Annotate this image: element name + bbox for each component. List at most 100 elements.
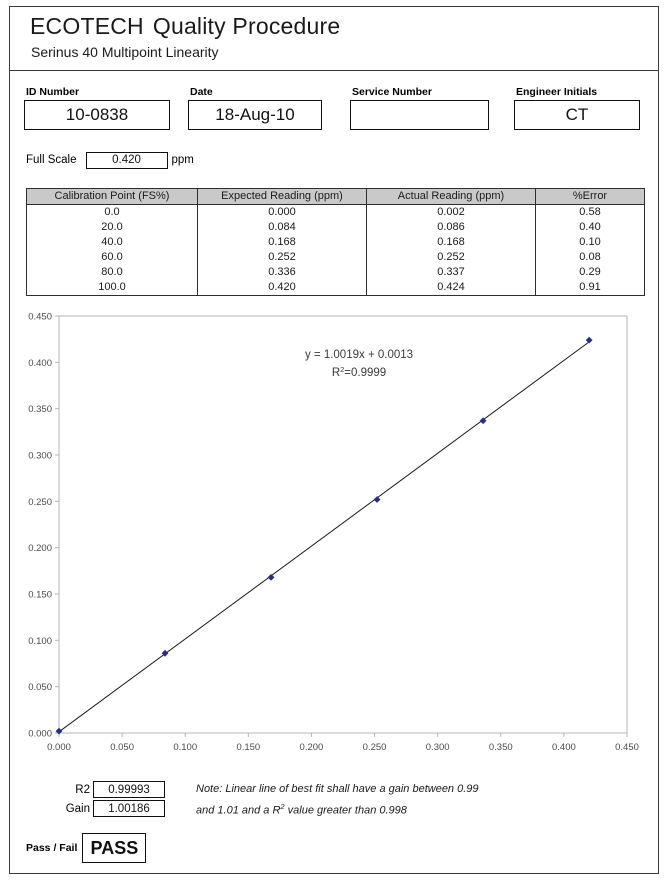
- x-tick-label: 0.450: [615, 742, 639, 753]
- y-tick-label: 0.050: [28, 682, 52, 693]
- service-number-input[interactable]: [350, 100, 489, 130]
- field-value: 18-Aug-10: [215, 105, 295, 124]
- pass-fail-status[interactable]: PASS: [82, 833, 147, 863]
- cell-percent-error: 0.08: [535, 250, 645, 265]
- x-tick-label: 0.000: [47, 742, 71, 753]
- cell-actual-reading: 0.086: [366, 220, 536, 235]
- y-tick-label: 0.150: [28, 590, 52, 601]
- x-tick-label: 0.250: [363, 742, 387, 753]
- x-tick-label: 0.150: [236, 742, 260, 753]
- cell-expected-reading: 0.084: [197, 220, 367, 235]
- y-tick-label: 0.350: [28, 404, 52, 415]
- cell-expected-reading: 0.420: [197, 280, 367, 296]
- full-scale-row: Full Scale 0.420 ppm: [26, 150, 194, 170]
- cell-calibration-point: 60.0: [26, 250, 198, 265]
- x-tick-label: 0.400: [552, 742, 576, 753]
- note-text-b: value greater than 0.998: [284, 804, 407, 817]
- data-point-marker: [373, 496, 381, 503]
- table-body: 0.0 0.000 0.002 0.58 20.0 0.084 0.086 0.…: [26, 204, 645, 296]
- page-subtitle: Serinus 40 Multipoint Linearity: [31, 44, 219, 60]
- engineer-initials-input[interactable]: CT: [514, 100, 640, 130]
- table-row: 40.0 0.168 0.168 0.10: [26, 235, 645, 250]
- pass-fail-label: Pass / Fail: [26, 842, 78, 854]
- note-line-2: and 1.01 and a R2 value greater than 0.9…: [196, 802, 407, 817]
- y-axis-ticks: 0.000 0.050 0.100 0.150 0.200 0.250 0.300 0.350…: [28, 312, 59, 740]
- data-point-marker: [479, 417, 487, 425]
- note-superscript: 2: [280, 802, 285, 811]
- note-text-a: and 1.01 and a R: [196, 804, 281, 817]
- stat-row-gain: Gain 1.00186: [50, 800, 165, 817]
- r2-value-field[interactable]: 0.99993: [93, 781, 165, 798]
- title-brand: ECOTECH: [30, 13, 144, 39]
- id-number-input[interactable]: 10-0838: [24, 100, 170, 130]
- y-tick-label: 0.000: [28, 729, 52, 740]
- table-row: 80.0 0.336 0.337 0.29: [26, 265, 645, 280]
- cell-actual-reading: 0.424: [366, 280, 536, 296]
- y-tick-label: 0.100: [28, 636, 52, 647]
- linearity-chart: 0.000 0.050 0.100 0.150 0.200 0.250 0.300 0.350…: [14, 306, 646, 754]
- cell-actual-reading: 0.168: [366, 235, 536, 250]
- note-line-1: Note: Linear line of best fit shall have…: [196, 783, 479, 795]
- chart-svg: 0.000 0.050 0.100 0.150 0.200 0.250 0.300 0.350…: [28, 312, 639, 754]
- gain-value-field[interactable]: 1.00186: [93, 800, 165, 817]
- column-header: Actual Reading (ppm): [366, 188, 536, 205]
- note-text: Note: Linear line of best fit shall have…: [196, 783, 479, 795]
- table-row: 0.0 0.000 0.002 0.58: [26, 204, 645, 220]
- title-block: ECOTECH Quality Procedure Serinus 40 Mult…: [10, 7, 658, 71]
- x-tick-label: 0.350: [489, 742, 513, 753]
- cell-expected-reading: 0.336: [197, 265, 367, 280]
- data-point-marker: [161, 649, 169, 657]
- cell-expected-reading: 0.168: [197, 235, 367, 250]
- document-border: [9, 6, 659, 874]
- field-label: Service Number: [352, 86, 432, 98]
- calibration-table: Calibration Point (FS%) Expected Reading…: [26, 188, 645, 296]
- table-row: 100.0 0.420 0.424 0.91: [26, 280, 645, 296]
- table-row: 20.0 0.084 0.086 0.40: [26, 220, 645, 235]
- stat-label: Gain: [65, 802, 90, 815]
- y-tick-label: 0.250: [28, 497, 52, 508]
- r-squared-annotation: R2=0.9999: [332, 365, 386, 379]
- cell-percent-error: 0.29: [535, 265, 645, 280]
- y-tick-label: 0.450: [28, 312, 52, 323]
- x-tick-label: 0.200: [300, 742, 324, 753]
- x-tick-label: 0.100: [173, 742, 197, 753]
- field-label: Engineer Initials: [516, 86, 598, 98]
- cell-expected-reading: 0.252: [197, 250, 367, 265]
- column-header: Calibration Point (FS%): [26, 188, 198, 205]
- field-label: ID Number: [26, 86, 80, 98]
- cell-percent-error: 0.10: [535, 235, 645, 250]
- field-label: Date: [190, 86, 213, 98]
- column-header: %Error: [535, 188, 645, 205]
- stat-label: R2: [75, 783, 90, 796]
- x-tick-label: 0.300: [426, 742, 450, 753]
- cell-calibration-point: 80.0: [26, 265, 198, 280]
- full-scale-input[interactable]: 0.420: [85, 151, 168, 169]
- cell-actual-reading: 0.002: [366, 204, 536, 220]
- date-input[interactable]: 18-Aug-10: [188, 100, 322, 130]
- cell-percent-error: 0.91: [535, 280, 645, 296]
- x-axis-ticks: 0.000 0.050 0.100 0.150 0.200 0.250 0.300 0.350…: [47, 733, 639, 753]
- cell-calibration-point: 20.0: [26, 220, 198, 235]
- field-value: CT: [565, 105, 589, 124]
- page-title: ECOTECH Quality Procedure: [30, 13, 340, 40]
- table-header-row: Calibration Point (FS%) Expected Reading…: [26, 188, 645, 205]
- data-points: [55, 336, 593, 735]
- data-point-marker: [55, 727, 63, 735]
- cell-percent-error: 0.40: [535, 220, 645, 235]
- cell-calibration-point: 100.0: [26, 280, 198, 296]
- cell-expected-reading: 0.000: [197, 204, 367, 220]
- cell-percent-error: 0.58: [535, 204, 645, 220]
- status-badge: PASS: [90, 837, 139, 858]
- full-scale-value: 0.420: [112, 154, 141, 166]
- trendline: [58, 341, 590, 733]
- stat-value: 1.00186: [108, 802, 150, 815]
- data-point-marker: [585, 336, 593, 344]
- title-rest: Quality Procedure: [152, 13, 341, 39]
- cell-calibration-point: 0.0: [26, 204, 198, 220]
- cell-actual-reading: 0.252: [366, 250, 536, 265]
- y-tick-label: 0.300: [28, 451, 52, 462]
- cell-actual-reading: 0.337: [366, 265, 536, 280]
- plot-frame: [58, 315, 628, 734]
- y-tick-label: 0.400: [28, 358, 52, 369]
